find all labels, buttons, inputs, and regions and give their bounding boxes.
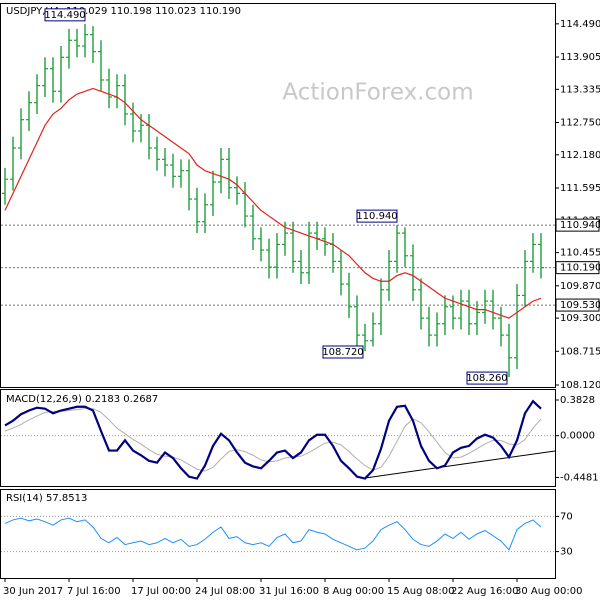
watermark: ActionForex.com — [282, 80, 473, 106]
macd-panel — [0, 389, 556, 487]
x-tick-label: 17 Jul 00:00 — [131, 586, 191, 597]
annotation-box — [356, 209, 398, 223]
y-tick-label: 110.455 — [560, 248, 600, 259]
y-tick-label: 111.595 — [560, 183, 600, 194]
x-tick-label: 22 Aug 16:00 — [451, 586, 518, 597]
rsi-panel — [0, 489, 556, 579]
x-tick-label: 30 Aug 00:00 — [515, 586, 582, 597]
level-box — [555, 218, 600, 232]
level-box — [555, 261, 600, 275]
y-tick-label: 112.180 — [560, 150, 600, 161]
annotation-box — [322, 345, 364, 359]
x-tick-label: 7 Jul 16:00 — [67, 586, 121, 597]
x-tick-label: 31 Jul 16:00 — [259, 586, 319, 597]
annotation-label: 108.720 — [322, 347, 363, 358]
y-tick-label: 30 — [560, 547, 573, 558]
level-label: 109.530 — [560, 300, 600, 311]
y-tick-label: 113.335 — [560, 84, 600, 95]
y-tick-label: 109.300 — [560, 313, 600, 324]
level-label: 110.190 — [560, 263, 600, 274]
x-tick-label: 24 Jul 08:00 — [195, 586, 255, 597]
y-tick-label: 0.3828 — [560, 395, 595, 406]
trend-line — [364, 450, 556, 479]
annotation-label: 108.260 — [466, 373, 507, 384]
moving-average — [4, 87, 542, 319]
chart-title: USDJPY,H4 — [6, 6, 59, 17]
annotation-box — [466, 371, 508, 385]
chart-subtitle: 110.029 110.198 110.023 110.190 — [66, 6, 241, 17]
y-tick-label: 112.750 — [560, 118, 600, 129]
y-tick-label: 109.870 — [560, 281, 600, 292]
y-tick-label: -0.4481 — [560, 472, 599, 483]
x-tick-label: 30 Jun 2017 — [3, 586, 63, 597]
series-line — [4, 399, 542, 480]
annotation-label: 110.940 — [356, 211, 397, 222]
annotation-box — [44, 8, 86, 22]
macd-title: MACD(12,26,9) 0.2183 0.2687 — [6, 394, 158, 405]
y-tick-label: 114.490 — [560, 19, 600, 30]
y-tick-label: 0.0000 — [560, 431, 595, 442]
annotation-label: 114.490 — [44, 10, 85, 21]
series-line — [4, 408, 542, 472]
y-tick-label: 108.120 — [560, 380, 600, 391]
x-tick-label: 15 Aug 08:00 — [387, 586, 454, 597]
price-panel — [0, 3, 556, 388]
level-label: 110.940 — [560, 220, 600, 231]
series-line — [4, 517, 542, 551]
y-tick-label: 113.905 — [560, 52, 600, 63]
rsi-title: RSI(14) 57.8513 — [6, 493, 87, 504]
x-tick-label: 8 Aug 00:00 — [323, 586, 384, 597]
level-box — [555, 298, 600, 312]
y-tick-label: 108.715 — [560, 346, 600, 357]
y-tick-label: 70 — [560, 511, 573, 522]
